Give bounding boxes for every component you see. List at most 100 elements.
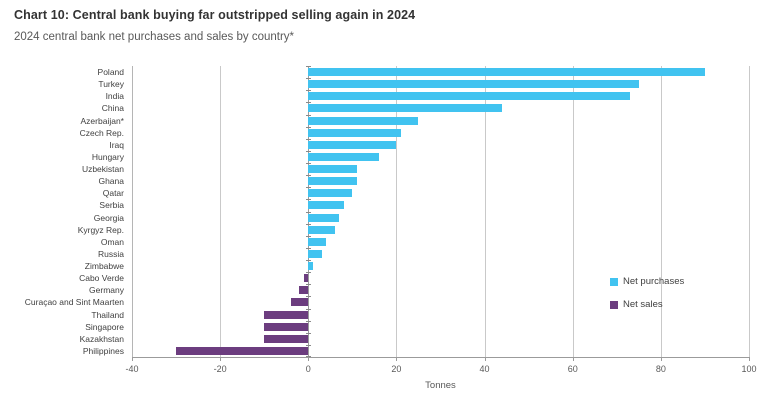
page-title: Chart 10: Central bank buying far outstr… <box>14 8 416 22</box>
category-tick <box>306 78 312 80</box>
category-tick <box>306 223 312 225</box>
bar-azerbaijan <box>308 116 419 125</box>
category-tick <box>306 332 312 334</box>
category-label-thailand: Thailand <box>91 309 124 320</box>
gridline <box>572 66 574 357</box>
category-tick <box>306 260 312 261</box>
category-label-india: India <box>105 91 124 102</box>
x-axis-tick <box>220 357 222 361</box>
bar-oman <box>308 237 326 246</box>
category-label-uzbekistan: Uzbekistan <box>81 164 124 174</box>
category-tick <box>306 126 312 128</box>
category-tick <box>306 211 312 213</box>
category-label-kazakhstan: Kazakhstan <box>79 333 124 344</box>
category-label-philippines: Philippines <box>82 345 124 356</box>
bar-russia <box>308 249 322 258</box>
legend-label: Net sales <box>623 299 663 310</box>
bar-hungary <box>308 152 379 161</box>
x-tick-label: 0 <box>305 364 311 374</box>
bar-india <box>308 92 630 101</box>
gridline <box>132 66 133 357</box>
category-labels: Poland Turkey India China Azerbaijan* Czech R… <box>0 66 124 357</box>
gridline <box>484 66 486 357</box>
category-tick <box>306 90 312 92</box>
x-tick-label: -20 <box>213 364 227 374</box>
category-tick <box>306 199 312 201</box>
bar-serbia <box>308 201 344 210</box>
x-axis-tick <box>484 357 486 361</box>
bar-ghana <box>308 177 357 186</box>
category-tick <box>306 138 312 140</box>
x-tick-label: 40 <box>479 364 490 374</box>
category-label-cura-ao-and-sint-maarten: Curaçao and Sint Maarten <box>24 297 124 308</box>
category-label-iraq: Iraq <box>109 139 124 150</box>
legend-item-net-purchases: Net purchases <box>610 276 684 287</box>
legend: Net purchases Net sales <box>610 276 684 322</box>
bar-kyrgyz-rep <box>308 225 335 234</box>
category-tick <box>306 344 312 346</box>
x-axis-tick <box>132 357 133 361</box>
net-purchases-swatch-icon <box>610 277 618 286</box>
category-label-oman: Oman <box>100 236 124 247</box>
bar-kazakhstan <box>264 334 309 343</box>
gridline <box>749 66 750 357</box>
bar-qatar <box>308 189 353 198</box>
category-label-georgia: Georgia <box>93 212 124 223</box>
category-label-singapore: Singapore <box>85 321 124 332</box>
bar-turkey <box>308 80 639 89</box>
plot-area <box>132 66 750 358</box>
category-label-cabo-verde: Cabo Verde <box>79 273 124 284</box>
x-axis-tick <box>396 357 398 361</box>
gridline <box>220 66 222 357</box>
category-tick <box>306 66 312 67</box>
bar-zimbabwe <box>308 262 313 271</box>
category-tick <box>306 187 312 189</box>
category-tick <box>306 175 312 177</box>
x-axis-tick <box>308 357 310 361</box>
category-label-germany: Germany <box>89 285 124 296</box>
legend-item-net-sales: Net sales <box>610 299 684 310</box>
x-tick-label: 80 <box>655 364 666 374</box>
gridline <box>660 66 662 357</box>
x-tick-label: 60 <box>567 364 578 374</box>
category-label-kyrgyz-rep: Kyrgyz Rep. <box>77 224 124 235</box>
x-axis-tick <box>749 357 750 361</box>
category-tick <box>306 163 312 164</box>
category-tick <box>306 320 312 322</box>
net-sales-swatch-icon <box>610 300 618 309</box>
category-label-ghana: Ghana <box>98 176 124 187</box>
category-tick <box>306 284 312 286</box>
category-label-poland: Poland <box>97 67 124 77</box>
bar-poland <box>308 68 705 77</box>
category-tick <box>306 114 312 116</box>
category-tick <box>306 102 312 104</box>
bar-cura-ao-and-sint-maarten <box>290 298 309 307</box>
legend-label: Net purchases <box>623 276 685 287</box>
category-label-russia: Russia <box>98 248 124 259</box>
gridline <box>396 66 398 357</box>
bar-czech-rep <box>308 128 401 137</box>
axis-title-tonnes: Tonnes <box>425 380 456 391</box>
category-label-zimbabwe: Zimbabwe <box>84 261 124 271</box>
bar-iraq <box>308 140 397 149</box>
category-tick <box>306 296 312 298</box>
category-tick <box>306 150 312 152</box>
category-tick <box>306 356 312 357</box>
x-axis-tick <box>572 357 574 361</box>
category-label-czech-rep: Czech Rep. <box>79 127 124 138</box>
bar-georgia <box>308 213 340 222</box>
bar-china <box>308 104 503 113</box>
category-label-turkey: Turkey <box>98 79 124 90</box>
bar-singapore <box>264 322 309 331</box>
bar-germany <box>299 286 309 295</box>
bar-thailand <box>264 310 309 319</box>
chart-subtitle: 2024 central bank net purchases and sale… <box>14 31 295 43</box>
x-tick-label: 20 <box>391 364 402 374</box>
x-axis-tick <box>660 357 662 361</box>
category-label-hungary: Hungary <box>91 151 124 162</box>
category-tick <box>306 308 312 310</box>
bar-uzbekistan <box>308 165 357 174</box>
category-label-azerbaijan: Azerbaijan* <box>80 115 124 126</box>
bar-cabo-verde <box>303 274 309 283</box>
